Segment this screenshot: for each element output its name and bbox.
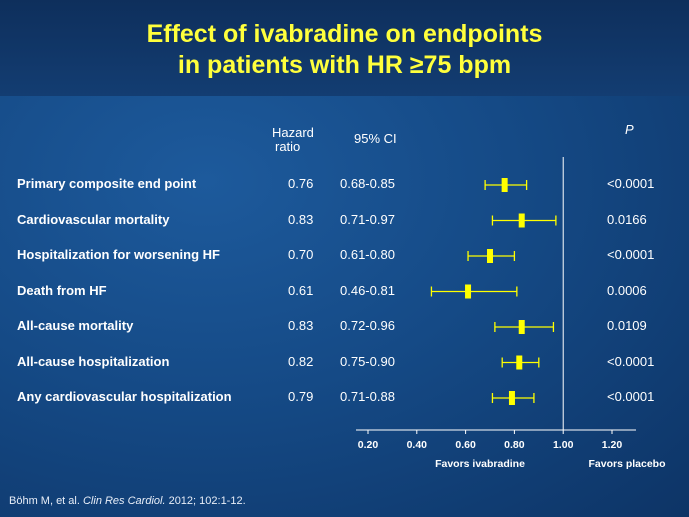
x-tick-label: 0.20 <box>358 439 379 451</box>
x-tick-label: 1.00 <box>553 439 574 451</box>
slide-title-line-1: Effect of ivabradine on endpoints <box>146 20 543 48</box>
point-estimate-marker <box>518 213 525 228</box>
hazard-ratio: 0.82 <box>288 353 314 369</box>
ci-range: 0.68-0.85 <box>340 176 395 191</box>
endpoint-label: All-cause hospitalization <box>17 353 170 369</box>
slide-title-line-2: in patients with HR ≥75 bpm <box>177 51 512 79</box>
title-band <box>0 0 689 96</box>
x-tick-label: 1.20 <box>602 439 623 451</box>
ci-header: 95% CI <box>354 131 397 146</box>
point-estimate-marker <box>501 178 508 192</box>
citation-authors: Böhm M, et al. <box>9 495 83 507</box>
x-tick-label: 0.60 <box>455 439 476 451</box>
favors-ivabradine-label: Favors ivabradine <box>435 458 525 470</box>
hazard-ratio: 0.61 <box>288 282 314 298</box>
citation: Böhm M, et al. Clin Res Cardiol. 2012; 1… <box>9 495 246 507</box>
point-estimate-marker <box>516 355 523 370</box>
ci-range: 0.71-0.88 <box>340 389 395 404</box>
point-estimate-marker <box>508 391 515 405</box>
endpoint-label: Cardiovascular mortality <box>17 211 170 227</box>
p-value: <0.0001 <box>607 176 655 191</box>
p-value: <0.0001 <box>607 353 655 369</box>
citation-details: 2012; 102:1-12. <box>165 495 246 507</box>
ci-range: 0.61-0.80 <box>340 247 395 262</box>
hazard-header-line-1: Hazard <box>272 125 314 140</box>
p-value: 0.0109 <box>607 318 647 333</box>
hazard-ratio: 0.83 <box>288 318 314 333</box>
ci-range: 0.75-0.90 <box>340 353 395 369</box>
x-tick-label: 0.80 <box>504 439 525 451</box>
favors-placebo-label: Favors placebo <box>588 458 665 470</box>
ci-range: 0.72-0.96 <box>340 318 395 333</box>
point-estimate-marker <box>518 320 525 334</box>
endpoint-label: Hospitalization for worsening HF <box>17 247 220 262</box>
hazard-ratio: 0.79 <box>288 389 314 404</box>
endpoint-label: Death from HF <box>17 282 107 298</box>
citation-journal: Clin Res Cardiol. <box>82 495 166 507</box>
ci-range: 0.71-0.97 <box>340 211 395 227</box>
endpoint-label: Any cardiovascular hospitalization <box>17 389 232 404</box>
p-value: <0.0001 <box>607 389 655 404</box>
hazard-ratio: 0.70 <box>288 247 314 262</box>
p-value: 0.0006 <box>607 282 647 298</box>
hazard-ratio: 0.76 <box>288 176 314 191</box>
hazard-header-line-2: ratio <box>275 139 301 154</box>
endpoint-label: All-cause mortality <box>17 318 134 333</box>
point-estimate-marker <box>487 249 493 263</box>
hazard-ratio: 0.83 <box>288 211 314 227</box>
p-value: <0.0001 <box>607 247 655 262</box>
x-tick-label: 0.40 <box>407 439 428 451</box>
point-estimate-marker <box>465 284 472 299</box>
p-value: 0.0166 <box>607 211 647 227</box>
endpoint-label: Primary composite end point <box>17 176 197 191</box>
ci-range: 0.46-0.81 <box>340 282 395 298</box>
p-header: P <box>625 122 634 137</box>
